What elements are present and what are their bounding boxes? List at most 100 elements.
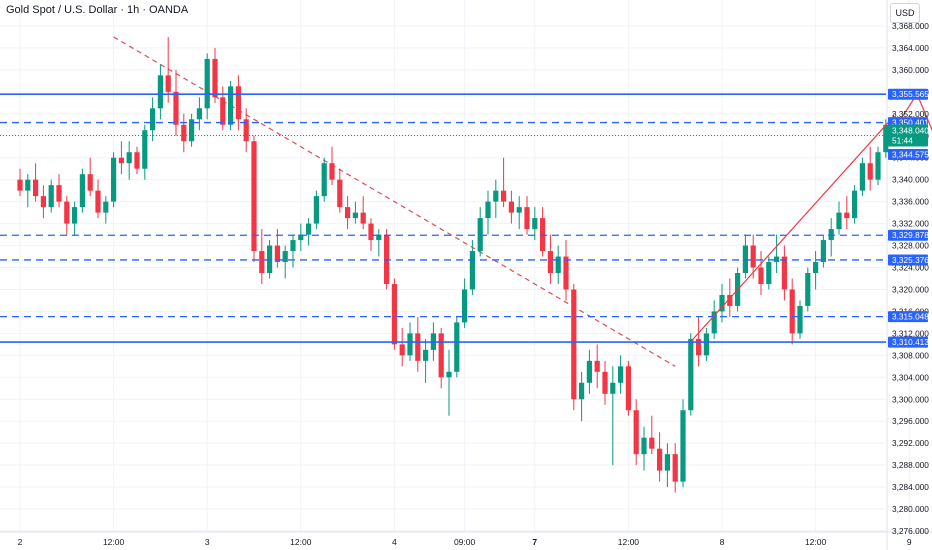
candle-body bbox=[672, 454, 678, 482]
currency-button[interactable]: USD bbox=[890, 3, 920, 23]
candle-body bbox=[852, 190, 858, 219]
candle-body bbox=[664, 454, 670, 471]
price-tick-label: 3,304.000 bbox=[892, 372, 929, 382]
time-tick-label: 8 bbox=[720, 537, 725, 547]
candle-body bbox=[352, 212, 358, 219]
candle-body bbox=[477, 218, 483, 252]
candle-body bbox=[836, 212, 842, 230]
price-tick-label: 3,336.000 bbox=[892, 197, 929, 207]
candle-body bbox=[126, 152, 132, 164]
levels-layer bbox=[0, 93, 886, 343]
candle-body bbox=[87, 174, 93, 191]
time-axis[interactable]: 212:00312:00409:00712:00812:00912:001012… bbox=[18, 537, 932, 547]
candles-layer bbox=[17, 36, 897, 493]
candle-body bbox=[571, 289, 577, 400]
time-tick-label: 12:00 bbox=[290, 537, 312, 547]
candle-body bbox=[524, 207, 530, 230]
candle-body bbox=[555, 256, 561, 273]
price-tag-label: 3,350.401 bbox=[892, 118, 929, 128]
candle-body bbox=[493, 190, 499, 202]
candle-body bbox=[282, 251, 288, 263]
candle-body bbox=[610, 382, 616, 394]
candle-body bbox=[313, 196, 319, 224]
candle-body bbox=[742, 245, 748, 273]
price-tag: 3,325.376 bbox=[888, 254, 929, 266]
candle-body bbox=[586, 360, 592, 383]
price-tick-label: 3,288.000 bbox=[892, 460, 929, 470]
price-tick-label: 3,340.000 bbox=[892, 175, 929, 185]
candle-body bbox=[813, 262, 819, 273]
candle-body bbox=[189, 119, 195, 142]
candle-body bbox=[204, 58, 210, 109]
price-tag-label: 3,310.413 bbox=[892, 337, 929, 347]
time-tick-label: 12:00 bbox=[103, 537, 125, 547]
candle-body bbox=[462, 289, 468, 323]
projection-path bbox=[893, 92, 932, 132]
time-tick-label: 2 bbox=[18, 537, 23, 547]
price-tick-label: 3,308.000 bbox=[892, 350, 929, 360]
candle-body bbox=[415, 333, 421, 361]
time-tick-label: 09:00 bbox=[454, 537, 476, 547]
candle-body bbox=[579, 382, 585, 400]
candle-body bbox=[33, 179, 39, 197]
time-tick-label: 12:00 bbox=[618, 537, 640, 547]
candle-body bbox=[407, 333, 413, 356]
candle-body bbox=[859, 163, 865, 191]
candle-body bbox=[688, 338, 694, 411]
price-tag-label: 3,348.040 bbox=[892, 126, 929, 136]
candle-body bbox=[469, 251, 475, 290]
candle-body bbox=[750, 245, 756, 268]
candle-body bbox=[711, 311, 717, 334]
candle-body bbox=[625, 366, 631, 411]
countdown-label: 51:44 bbox=[892, 136, 913, 146]
candle-body bbox=[828, 229, 834, 241]
price-tick-label: 3,280.000 bbox=[892, 504, 929, 514]
price-tick-label: 3,360.000 bbox=[892, 65, 929, 75]
price-tag-bg bbox=[888, 254, 928, 266]
candle-body bbox=[56, 185, 62, 202]
candle-body bbox=[797, 305, 803, 334]
price-tag-bg bbox=[888, 149, 928, 161]
candle-body bbox=[485, 201, 491, 219]
time-tick-label: 9 bbox=[907, 537, 912, 547]
time-tick-label: 12:00 bbox=[805, 537, 827, 547]
candle-body bbox=[321, 163, 327, 197]
candle-body bbox=[228, 86, 234, 125]
candle-body bbox=[134, 152, 140, 169]
candle-body bbox=[781, 256, 787, 290]
projection-layer bbox=[893, 92, 932, 132]
candle-body bbox=[103, 201, 109, 213]
price-tag: 3,315.048 bbox=[888, 311, 929, 323]
candle-body bbox=[727, 294, 733, 306]
price-tick-label: 3,364.000 bbox=[892, 43, 929, 53]
candle-body bbox=[657, 448, 663, 471]
candle-body bbox=[95, 190, 101, 213]
candle-body bbox=[384, 234, 390, 284]
candle-body bbox=[220, 97, 226, 125]
price-tag-label: 3,355.565 bbox=[892, 89, 929, 99]
candle-body bbox=[540, 218, 546, 252]
candle-body bbox=[399, 344, 405, 356]
time-tick-label: 4 bbox=[392, 537, 397, 547]
price-tick-label: 3,352.000 bbox=[892, 109, 929, 119]
candle-body bbox=[867, 163, 873, 180]
candle-body bbox=[618, 366, 624, 383]
price-tag-bg bbox=[888, 124, 928, 147]
candle-body bbox=[360, 212, 366, 224]
time-tick-label: 3 bbox=[205, 537, 210, 547]
candle-body bbox=[274, 245, 280, 263]
candle-body bbox=[641, 437, 647, 455]
price-tick-label: 3,300.000 bbox=[892, 394, 929, 404]
candle-body bbox=[290, 240, 296, 252]
candle-body bbox=[235, 86, 241, 120]
candle-body bbox=[508, 201, 514, 213]
candle-body bbox=[368, 223, 374, 241]
candle-body bbox=[157, 75, 163, 109]
candle-body bbox=[142, 130, 148, 169]
candle-body bbox=[875, 152, 881, 180]
candle-body bbox=[17, 179, 23, 191]
price-axis[interactable]: 3,276.000 3,280.000 3,284.000 3,288.000 3,29… bbox=[888, 21, 929, 536]
price-tick-label: 3,292.000 bbox=[892, 438, 929, 448]
